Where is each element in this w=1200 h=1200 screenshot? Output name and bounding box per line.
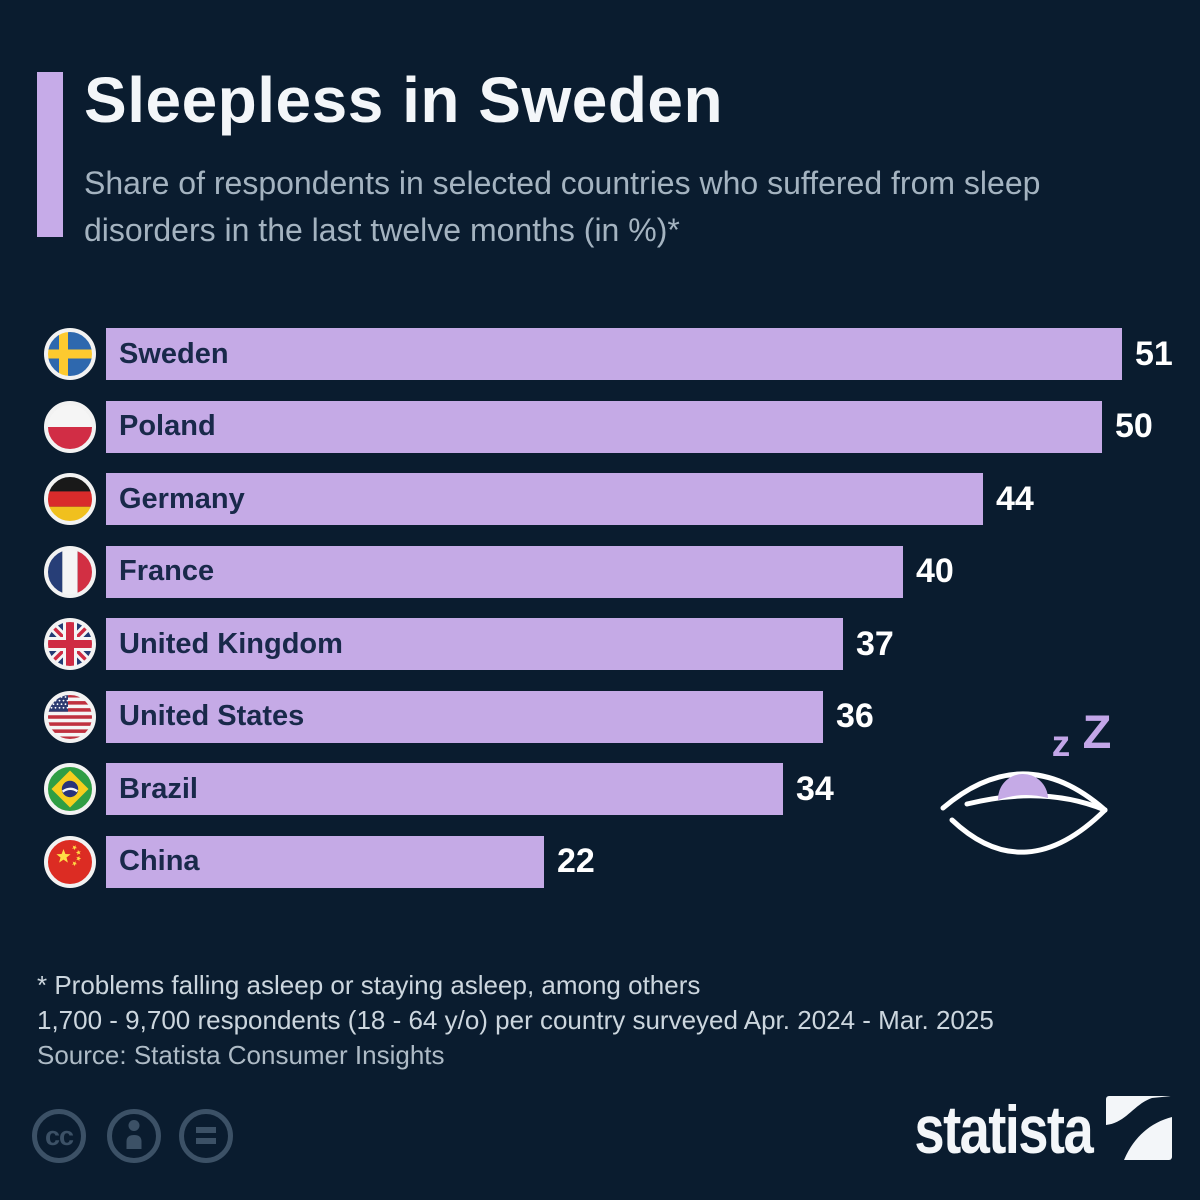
bar-value: 40 xyxy=(916,552,954,590)
equal-icon xyxy=(179,1109,233,1163)
source-text: Source: Statista Consumer Insights xyxy=(37,1040,445,1070)
bar-value: 36 xyxy=(836,697,874,735)
flag-brazil-icon xyxy=(44,763,96,815)
bar-china: China xyxy=(106,835,544,888)
bar-label: Poland xyxy=(119,410,216,442)
chart-row-poland: Poland 50 xyxy=(0,400,1200,453)
bar-label: United States xyxy=(119,700,305,732)
flag-united-states-icon xyxy=(44,690,96,743)
bar-sweden: Sweden xyxy=(106,328,1122,380)
statista-brand[interactable]: statista xyxy=(870,1092,1172,1169)
attribution-icon xyxy=(107,1109,161,1163)
bar-germany: Germany xyxy=(106,473,983,525)
flag-sweden-icon xyxy=(44,328,96,380)
title-accent-bar xyxy=(37,72,63,237)
statista-wordmark: statista xyxy=(914,1092,1093,1169)
chart-row-china: China 22 xyxy=(0,835,1200,888)
sleepy-eye-icon: z Z xyxy=(940,705,1112,855)
chart-row-france: France 40 xyxy=(0,545,1200,598)
zzz-large-text: Z xyxy=(1083,705,1112,758)
bar-france: France xyxy=(106,545,903,598)
cc-icon: cc xyxy=(32,1109,86,1163)
bar-label: United Kingdom xyxy=(119,627,343,660)
svg-text:cc: cc xyxy=(45,1121,74,1151)
chart-row-united-kingdom: United Kingdom 37 xyxy=(0,618,1200,670)
flag-france-icon xyxy=(44,545,96,598)
bar-value: 51 xyxy=(1135,334,1173,373)
license-icons[interactable]: cc xyxy=(30,1106,240,1168)
bar-united-states: United States xyxy=(106,690,823,743)
bar-united-kingdom: United Kingdom xyxy=(106,618,843,670)
chart-row-brazil: Brazil 34 xyxy=(0,763,1200,815)
chart-row-germany: Germany 44 xyxy=(0,473,1200,525)
chart-row-united-states: United States 36 xyxy=(0,690,1200,743)
bar-value: 37 xyxy=(856,624,894,663)
bar-value: 34 xyxy=(796,769,834,808)
bar-brazil: Brazil xyxy=(106,763,783,815)
footnote: * Problems falling asleep or staying asl… xyxy=(37,968,994,1038)
bar-label: Germany xyxy=(119,482,245,515)
flag-china-icon xyxy=(44,835,96,888)
page-title: Sleepless in Sweden xyxy=(84,64,724,136)
footnote-line-2: 1,700 - 9,700 respondents (18 - 64 y/o) … xyxy=(37,1005,994,1035)
flag-germany-icon xyxy=(44,473,96,525)
bar-value: 22 xyxy=(557,842,595,880)
statista-logo-icon xyxy=(1106,1096,1172,1160)
bar-label: Sweden xyxy=(119,337,229,370)
bar-value: 44 xyxy=(996,479,1034,518)
bar-label: Brazil xyxy=(119,772,198,805)
bar-label: China xyxy=(119,845,200,877)
bar-value: 50 xyxy=(1115,407,1153,445)
chart-row-sweden: Sweden 51 xyxy=(0,328,1200,380)
bar-label: France xyxy=(119,555,215,587)
sleepy-eye-illustration: z Z xyxy=(930,700,1150,870)
bar-poland: Poland xyxy=(106,400,1102,453)
footnote-line-1: * Problems falling asleep or staying asl… xyxy=(37,970,701,1000)
zzz-small-text: z xyxy=(1052,723,1071,764)
flag-poland-icon xyxy=(44,400,96,453)
page-subtitle: Share of respondents in selected countri… xyxy=(84,165,1041,248)
flag-united-kingdom-icon xyxy=(44,618,96,670)
